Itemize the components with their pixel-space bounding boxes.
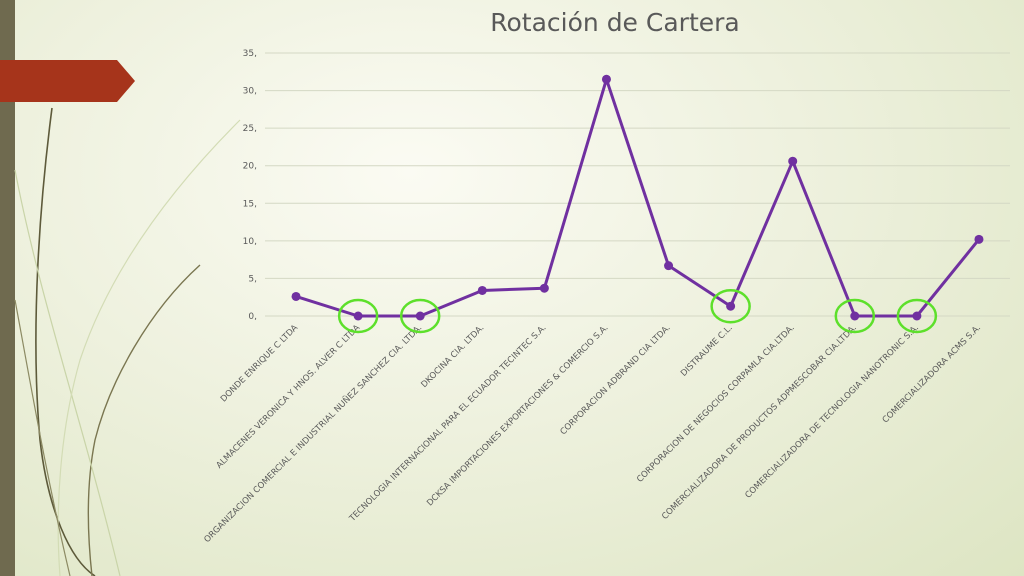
highlight-circle [896,298,938,334]
x-category-label: COMERCIALIZADORA ACMS S.A. [881,323,983,425]
y-tick-label: 10, [243,237,257,247]
highlight-circle [399,298,441,334]
data-point [664,261,674,271]
y-tick-label: 0, [248,312,257,322]
data-point [539,283,549,293]
highlight-circle [834,298,876,334]
highlight-circle [710,288,751,324]
y-tick-label: 25, [243,124,257,134]
highlight-circle [337,298,379,334]
series-line [295,77,981,318]
slide-accent-bar [0,0,15,576]
data-point [912,311,922,321]
data-point [726,301,736,311]
y-tick-label: 5, [248,274,257,284]
x-category-label: CORPORACION ADBRAND CIA LTDA. [559,323,673,437]
data-point [788,156,798,166]
y-tick-label: 30, [243,87,257,97]
y-tick-label: 35, [243,49,257,59]
data-point [974,234,984,244]
data-point [850,311,860,321]
y-tick-label: 15, [243,199,257,209]
decorative-swirl-lines [14,107,241,576]
x-category-label: ALMACENES VERONICA Y HNOS. ALVER C LTDA [215,323,363,471]
data-point [415,311,425,321]
x-category-label: ORGANIZACION COMERCIAL E INDUSTRIAL NUÑE… [202,322,425,545]
title-tag-arrow [0,60,135,102]
data-point [601,74,611,84]
data-point [291,291,301,301]
data-point [353,311,363,321]
data-point [477,285,487,295]
chart-title: Rotación de Cartera [490,8,740,37]
y-tick-label: 20, [243,162,257,172]
x-category-label: DKOCINA CIA. LTDA. [419,323,486,390]
x-category-label: DISTRAUME C.L. [679,323,735,379]
